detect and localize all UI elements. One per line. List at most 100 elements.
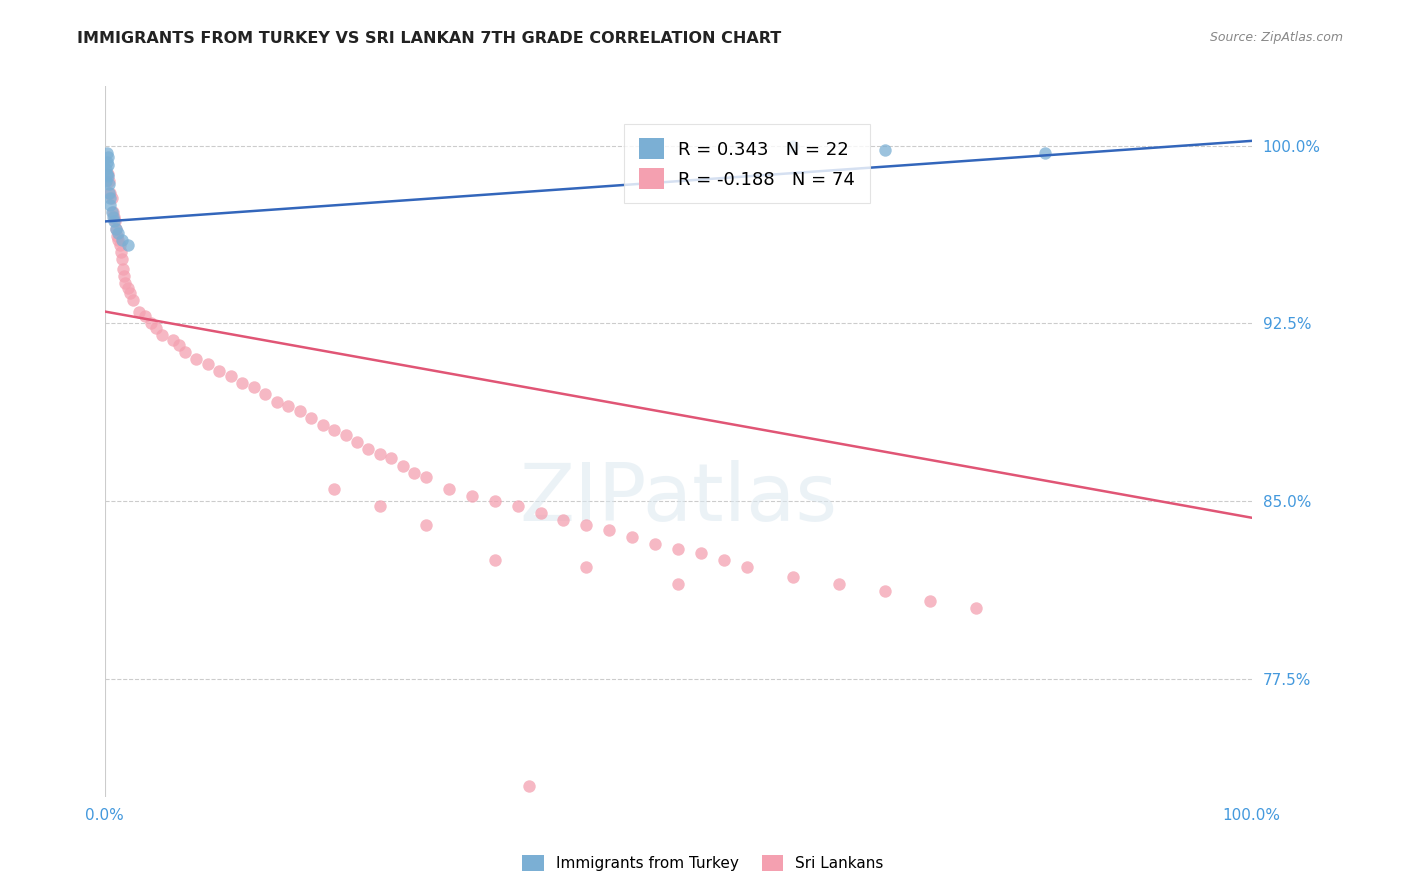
Point [666, 577, 689, 591]
Point [186, 351, 208, 366]
Point [105, 221, 128, 235]
Point [277, 400, 299, 414]
Point [517, 779, 540, 793]
Point [111, 234, 134, 248]
Point [100, 191, 122, 205]
Point [97, 151, 120, 165]
Point [128, 304, 150, 318]
Point [735, 560, 758, 574]
Point [415, 470, 437, 484]
Legend: R = 0.343   N = 22, R = -0.188   N = 74: R = 0.343 N = 22, R = -0.188 N = 74 [624, 124, 870, 203]
Legend: Immigrants from Turkey, Sri Lankans: Immigrants from Turkey, Sri Lankans [516, 849, 890, 877]
Point [174, 344, 197, 359]
Point [162, 333, 184, 347]
Point [323, 483, 346, 497]
Point [100, 198, 122, 212]
Point [145, 321, 167, 335]
Point [97, 157, 120, 171]
Point [311, 418, 333, 433]
Point [690, 546, 713, 560]
Point [484, 553, 506, 567]
Point [108, 238, 131, 252]
Point [103, 210, 125, 224]
Point [97, 167, 120, 181]
Point [965, 600, 987, 615]
Point [380, 451, 402, 466]
Point [96, 167, 118, 181]
Point [437, 483, 460, 497]
Point [346, 434, 368, 449]
Point [101, 205, 124, 219]
Point [506, 499, 529, 513]
Point [553, 513, 575, 527]
Point [103, 214, 125, 228]
Point [98, 177, 121, 191]
Point [357, 442, 380, 456]
Point [666, 541, 689, 556]
Point [598, 523, 620, 537]
Text: Source: ZipAtlas.com: Source: ZipAtlas.com [1209, 31, 1343, 45]
Point [575, 560, 598, 574]
Point [150, 328, 173, 343]
Point [117, 281, 139, 295]
Point [98, 174, 121, 188]
Point [782, 570, 804, 584]
Point [122, 293, 145, 307]
Point [107, 227, 129, 241]
Point [110, 245, 132, 260]
Point [219, 368, 242, 383]
Point [94, 174, 117, 188]
Point [484, 494, 506, 508]
Point [460, 489, 482, 503]
Point [100, 186, 122, 200]
Point [107, 234, 129, 248]
Point [288, 404, 311, 418]
Point [392, 458, 415, 473]
Point [231, 376, 253, 390]
Point [415, 517, 437, 532]
Point [299, 411, 322, 425]
Point [323, 423, 346, 437]
Point [368, 499, 391, 513]
Point [114, 276, 136, 290]
Point [96, 145, 118, 160]
Point [529, 506, 551, 520]
Point [254, 387, 277, 401]
Point [139, 317, 162, 331]
Point [782, 138, 804, 153]
Point [873, 584, 896, 599]
Point [100, 191, 122, 205]
Point [100, 205, 122, 219]
Point [828, 577, 851, 591]
Text: IMMIGRANTS FROM TURKEY VS SRI LANKAN 7TH GRADE CORRELATION CHART: IMMIGRANTS FROM TURKEY VS SRI LANKAN 7TH… [77, 31, 782, 46]
Point [242, 380, 264, 394]
Point [96, 155, 118, 169]
Point [621, 530, 644, 544]
Point [208, 364, 231, 378]
Text: ZIPatlas: ZIPatlas [519, 459, 837, 538]
Point [112, 268, 135, 283]
Point [105, 228, 128, 243]
Point [97, 169, 120, 184]
Point [98, 186, 121, 200]
Point [101, 210, 124, 224]
Point [197, 357, 219, 371]
Point [335, 427, 357, 442]
Point [920, 593, 942, 607]
Point [713, 553, 735, 567]
Point [94, 162, 117, 177]
Point [1033, 145, 1056, 160]
Point [873, 144, 896, 158]
Point [134, 310, 156, 324]
Point [266, 394, 288, 409]
Point [368, 447, 391, 461]
Point [104, 214, 127, 228]
Point [105, 221, 128, 235]
Point [111, 252, 134, 267]
Point [644, 537, 666, 551]
Point [117, 238, 139, 252]
Point [404, 466, 426, 480]
Point [118, 285, 141, 300]
Point [167, 337, 190, 351]
Point [575, 517, 598, 532]
